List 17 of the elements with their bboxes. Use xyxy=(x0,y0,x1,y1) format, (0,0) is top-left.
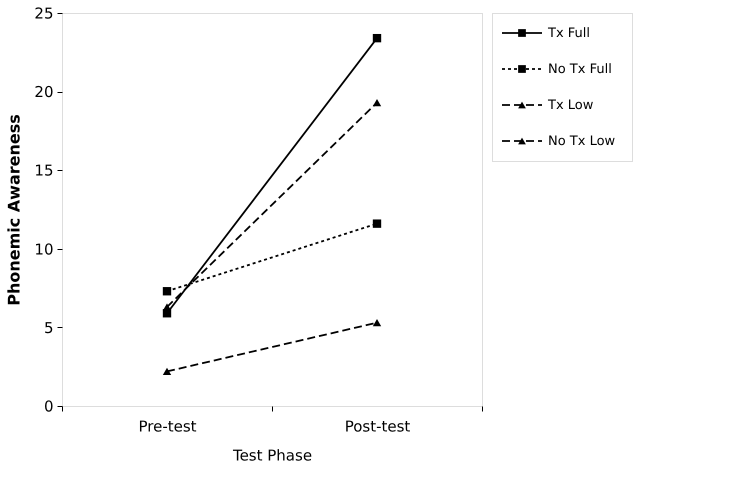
legend-label: No Tx Full xyxy=(548,62,612,77)
point xyxy=(372,34,382,42)
y-tick-label: 10 xyxy=(34,240,54,258)
y-axis-title: Phonemic Awareness xyxy=(4,114,24,306)
legend-label: Tx Low xyxy=(547,98,594,113)
x-tick-label: Pre-test xyxy=(138,418,197,436)
y-tick-label: 20 xyxy=(34,83,54,102)
point xyxy=(372,219,382,228)
x-tick-label: Post-test xyxy=(344,418,410,436)
y-tick-label: 25 xyxy=(34,4,54,22)
y-tick-label: 0 xyxy=(44,398,54,416)
legend-label: Tx Full xyxy=(547,26,590,41)
point xyxy=(162,287,172,296)
legend-label: No Tx Low xyxy=(548,134,616,149)
y-tick-label: 5 xyxy=(44,318,54,337)
x-axis-title: Test Phase xyxy=(232,446,312,464)
y-tick-label: 15 xyxy=(34,162,54,180)
